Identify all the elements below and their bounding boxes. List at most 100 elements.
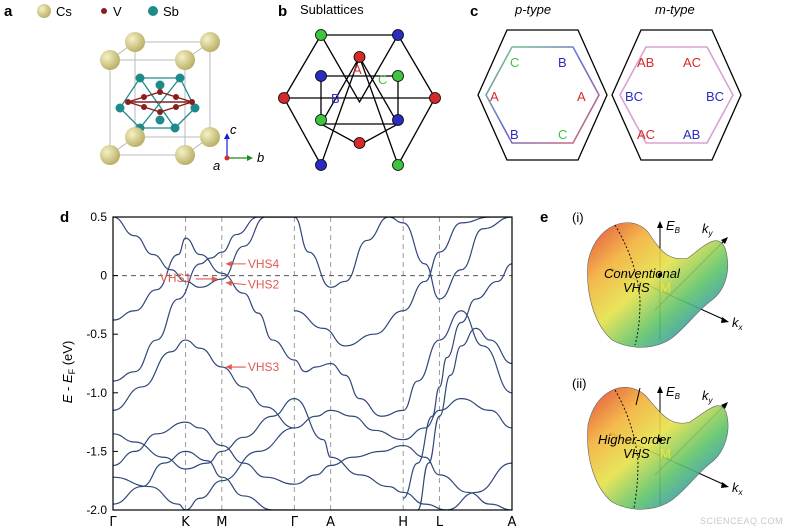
y-tick-label: -2.0 (86, 503, 107, 517)
band-line-14 (294, 217, 512, 347)
bands-group (113, 217, 512, 510)
cs-legend-label: Cs (56, 4, 72, 19)
p-label-c-top: C (510, 55, 519, 70)
axis-c-label: c (230, 122, 237, 137)
k-point-label: Γ (109, 515, 117, 530)
m-label-bc-left: BC (625, 89, 643, 104)
y-tick-label: -1.5 (86, 444, 107, 458)
ky-axis-label-i: ky (702, 221, 714, 238)
k-point-label: A (508, 515, 517, 530)
y-tick-label: 0 (100, 269, 107, 283)
m-point-label-ii: M (660, 446, 671, 461)
band-line-5 (113, 421, 295, 485)
panel-b-title: Sublattices (300, 2, 364, 17)
panel-b: b Sublattices A (278, 2, 441, 171)
band-line-15 (402, 263, 512, 499)
k-point-label: A (326, 515, 335, 530)
vhs1-label: VHS1 (160, 271, 192, 285)
band-line-8 (113, 427, 295, 510)
cs-legend-swatch (37, 4, 51, 18)
m-label-ac-top: AC (683, 55, 701, 70)
band-line-6 (113, 450, 295, 510)
conventional-vhs-label: VHS (623, 280, 650, 295)
p-label-a-left: A (490, 89, 499, 104)
m-label-ac-bottom: AC (637, 127, 655, 142)
panel-d: d E - EF (eV) 0.50-0.5-1.0-1.5-2.0Γ K M Γ A H… (60, 209, 517, 530)
panel-a-letter: a (4, 3, 13, 20)
vhs2-arrowhead (225, 280, 233, 287)
band-line-11 (294, 398, 512, 441)
conventional-label: Conventional (604, 266, 681, 281)
m-type-bz-hexagon (611, 29, 742, 161)
band-line-4 (113, 339, 295, 429)
sb-legend-swatch (148, 6, 158, 16)
p-type-title: p-type (514, 2, 551, 17)
k-point-label: L (436, 515, 444, 530)
label-i: (i) (572, 210, 584, 225)
axis-b-label: b (257, 150, 264, 165)
band-line-16 (417, 327, 512, 510)
m-type-fermi-surface (619, 46, 734, 144)
y-tick-label: -0.5 (86, 327, 107, 341)
band-line-7 (113, 398, 295, 470)
k-point-label: H (398, 515, 408, 530)
m-label-bc-right: BC (706, 89, 724, 104)
y-tick-label: 0.5 (90, 210, 107, 224)
panel-e-letter: e (540, 209, 548, 226)
p-type-fermi-surface (485, 46, 600, 144)
vhs3-label: VHS3 (248, 360, 280, 374)
band-line-1 (113, 217, 295, 288)
k-point-label: M (216, 515, 227, 530)
y-tick-label: -1.0 (86, 386, 107, 400)
axis-a-label: a (213, 158, 220, 173)
vhs4-arrowhead (225, 260, 232, 267)
eb-axis-label-ii: EB (666, 384, 681, 401)
panel-c: c p-type m-type C B A A B C AB AC BC BC … (470, 2, 742, 161)
panel-c-letter: c (470, 3, 478, 20)
kx-axis-label-i: kx (732, 315, 744, 332)
axes-triad: c a b (213, 122, 264, 173)
sublattice-c-label: C (378, 72, 387, 87)
sublattice-b-label: B (331, 91, 340, 106)
surface-higher-order: (ii) EB ky kx Higher-order VHS M (572, 376, 744, 510)
m-point-label-i: M (660, 280, 671, 295)
vhs2-label: VHS2 (248, 278, 280, 292)
panel-d-letter: d (60, 209, 69, 226)
higher-order-vhs-label: VHS (623, 446, 650, 461)
band-line-12 (294, 444, 512, 510)
ky-axis-label-ii: ky (702, 388, 714, 405)
p-label-a-right: A (577, 89, 586, 104)
sb-legend-label: Sb (163, 4, 179, 19)
k-point-label: Γ (291, 515, 299, 530)
v-legend-label: V (113, 4, 122, 19)
band-line-10 (294, 217, 512, 300)
v-legend-swatch (101, 8, 107, 14)
band-line-2 (113, 237, 295, 361)
p-label-b-bottom: B (510, 127, 519, 142)
m-label-ab-top: AB (637, 55, 654, 70)
panel-b-letter: b (278, 3, 287, 20)
vhs1-arrowhead (211, 275, 218, 282)
p-label-c-bottom: C (558, 127, 567, 142)
p-type-bz-hexagon (477, 29, 608, 161)
k-point-label: K (181, 515, 190, 530)
band-line-13 (294, 398, 512, 510)
m-label-ab-bottom: AB (683, 127, 700, 142)
eb-axis-label-i: EB (666, 218, 681, 235)
band-ylabel: E - EF (eV) (60, 341, 77, 404)
kx-axis-label-ii: kx (732, 480, 744, 497)
vhs4-label: VHS4 (248, 257, 280, 271)
m-type-title: m-type (655, 2, 695, 17)
panel-a: a Cs V Sb (4, 3, 264, 173)
panel-e: e (i) EB ky kx Conventional VHS M (ii) E… (540, 209, 744, 510)
plot-frame (112, 216, 513, 511)
band-line-9 (294, 310, 512, 417)
p-label-b-top: B (558, 55, 567, 70)
vhs3-arrowhead (225, 364, 232, 371)
band-line-3 (113, 217, 295, 382)
label-ii: (ii) (572, 376, 586, 391)
sublattice-a-label: A (353, 62, 362, 77)
higher-order-label: Higher-order (598, 432, 671, 447)
